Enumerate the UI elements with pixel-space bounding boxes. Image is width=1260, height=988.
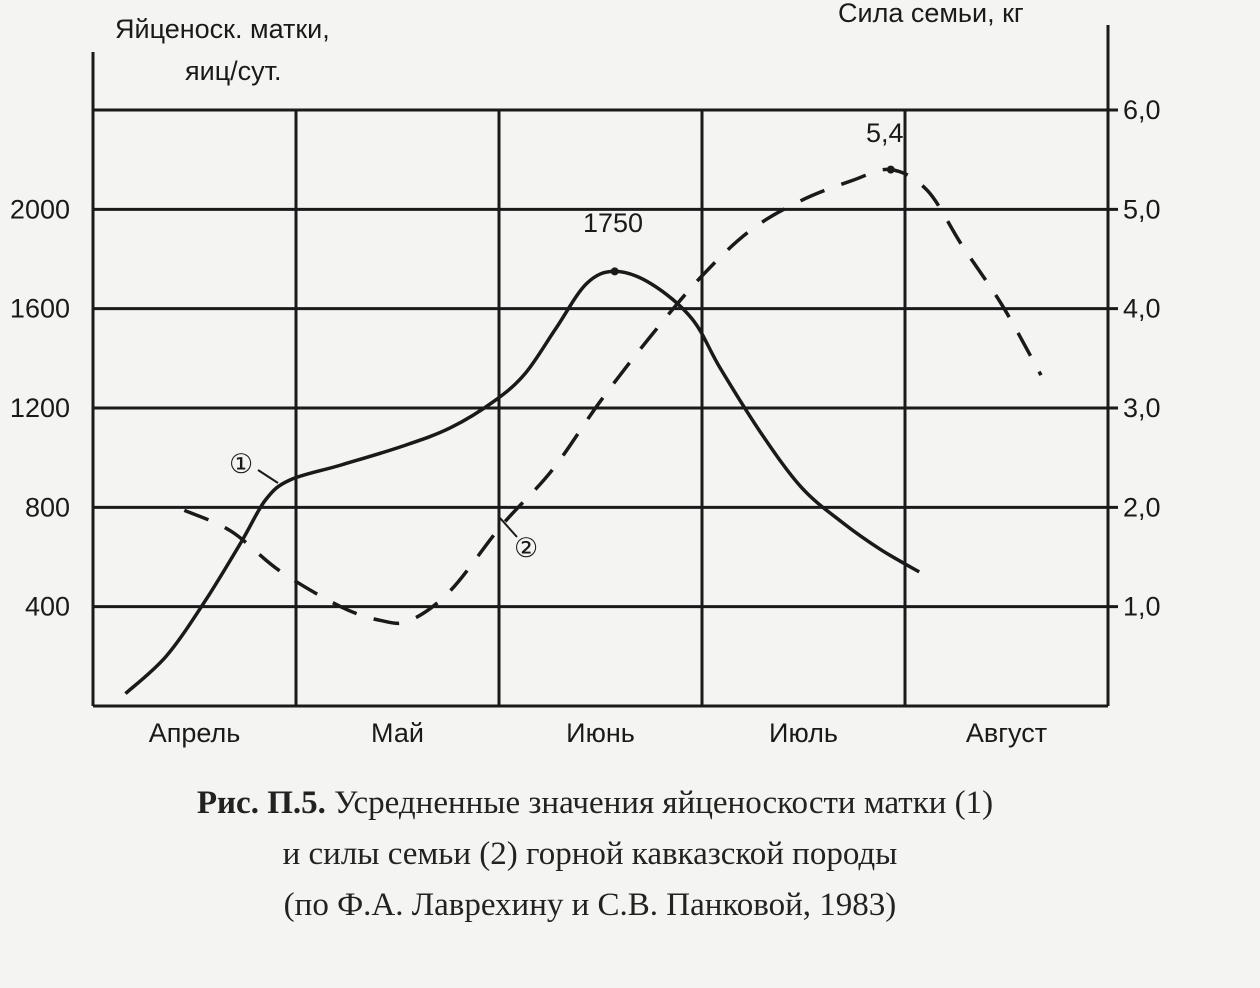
left-axis-title-line2: яиц/сут. — [185, 56, 282, 86]
labels-layer: 1,0 2,0 3,0 4,0 5,0 6,0 400 800 1200 1600 2000 Апре… — [10, 95, 1161, 748]
right-tick-label: 3,0 — [1123, 393, 1161, 423]
left-tick-label: 800 — [25, 492, 70, 522]
annotation-peak-eggs: 1750 — [583, 208, 643, 238]
left-axis-title-line1: Яйценоск. матки, — [115, 14, 330, 44]
series-1-leader — [257, 469, 279, 484]
left-tick-label: 1200 — [10, 393, 70, 423]
right-tick-label: 6,0 — [1123, 95, 1161, 125]
caption-label: Рис. П.5. — [197, 785, 326, 821]
annotation-point — [610, 267, 619, 276]
caption-text: Усредненные значения яйценоскости матки … — [334, 785, 993, 821]
caption-line1: Рис. П.5. Усредненные значения яйценоско… — [197, 785, 993, 821]
series-2-line — [183, 167, 1043, 626]
series-2-leader — [499, 517, 518, 538]
x-tick-label: Август — [966, 718, 1047, 748]
grid — [91, 25, 1118, 708]
right-axis-title: Сила семьи, кг — [838, 0, 1024, 28]
left-tick-label: 2000 — [10, 194, 70, 224]
series-1-line — [124, 269, 921, 695]
x-tick-label: Май — [371, 718, 424, 748]
x-tick-label: Апрель — [149, 718, 241, 748]
x-tick-label: Июль — [769, 718, 838, 748]
caption-line2: и силы семьи (2) горной кавказской пород… — [283, 836, 898, 872]
annotation-peak-strength: 5,4 — [866, 118, 904, 148]
series-2-marker: ② — [514, 533, 538, 563]
x-tick-label: Июнь — [566, 718, 635, 748]
right-tick-label: 1,0 — [1123, 592, 1161, 622]
series-layer — [124, 165, 1043, 695]
caption-line3: (по Ф.А. Лаврехину и С.В. Панковой, 1983… — [284, 887, 897, 923]
right-tick-label: 2,0 — [1123, 492, 1161, 522]
left-tick-label: 400 — [25, 592, 70, 622]
right-tick-label: 4,0 — [1123, 294, 1161, 324]
left-tick-label: 1600 — [10, 294, 70, 324]
series-1-marker: ① — [229, 449, 253, 479]
right-tick-label: 5,0 — [1123, 194, 1161, 224]
annotation-point — [886, 165, 895, 174]
